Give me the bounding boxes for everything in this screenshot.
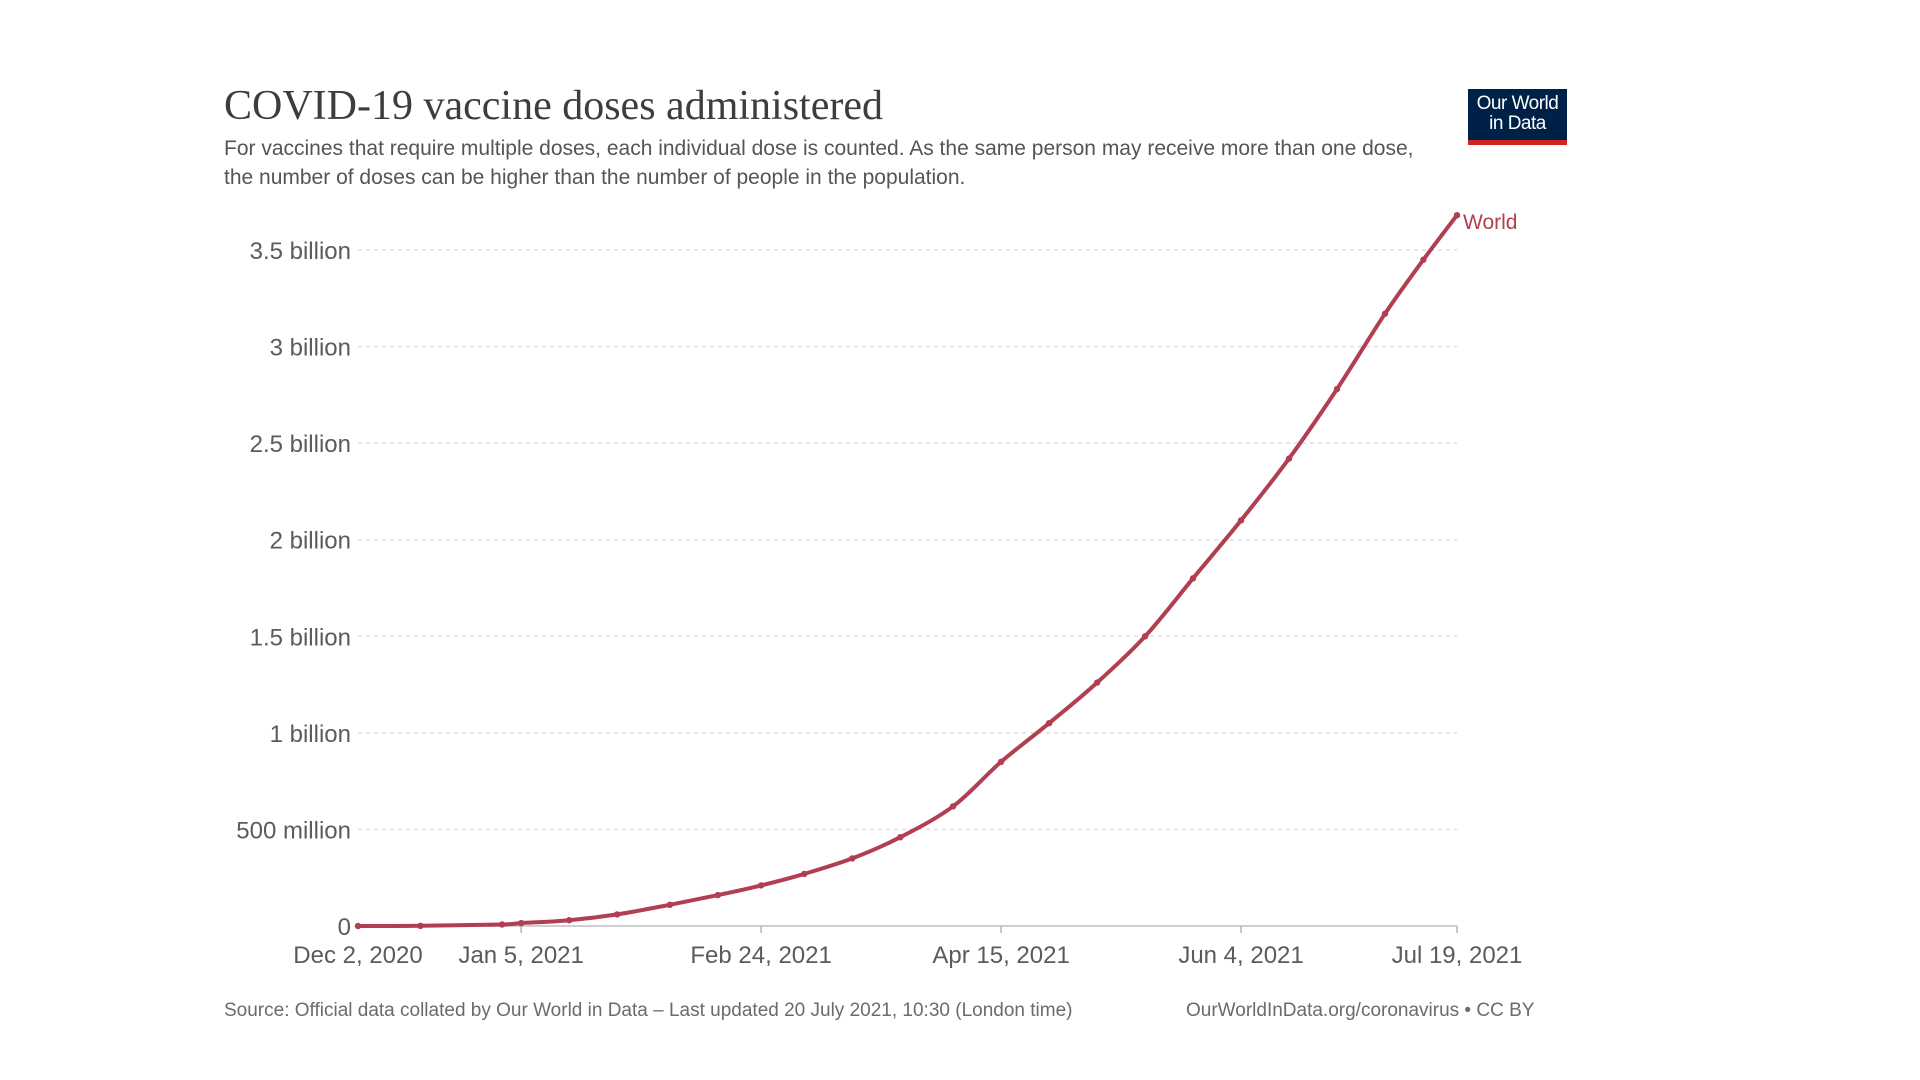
y-tick-label: 3 billion [270,335,351,362]
data-point [1189,575,1197,582]
y-tick-label: 3.5 billion [250,238,351,265]
data-point [1237,517,1245,524]
x-tick-label: Dec 2, 2020 [293,942,422,969]
x-tick-label: Jan 5, 2021 [458,942,583,969]
y-tick-label: 1.5 billion [250,624,351,651]
data-point [614,911,621,918]
data-point [714,891,722,899]
data-point [666,901,674,908]
data-point [801,870,808,878]
x-tick-label: Feb 24, 2021 [690,942,831,969]
y-tick-label: 2.5 billion [250,431,351,458]
data-point [1381,310,1389,317]
x-tick-label: Jun 4, 2021 [1178,942,1303,969]
data-point [897,834,904,841]
y-tick-label: 0 [338,914,351,941]
x-tick-label: Apr 15, 2021 [932,942,1069,969]
data-point [354,922,362,930]
data-point [1093,679,1101,686]
data-point [1333,385,1341,393]
data-point [757,882,765,889]
data-point [1285,455,1293,462]
chart-subtitle: For vaccines that require multiple doses… [224,137,1414,189]
y-tick-label: 500 million [236,817,351,844]
logo-line-1: Our World [1476,93,1559,114]
data-point [849,855,856,862]
data-point [949,803,957,810]
data-point [566,917,573,924]
data-point [518,919,525,927]
data-point [1045,720,1053,727]
data-point [1453,212,1461,219]
series-line-world [356,213,1459,929]
source-note: Source: Official data collated by Our Wo… [224,1000,1073,1021]
data-point [1420,256,1427,263]
logo-line-2: in Data [1489,113,1546,134]
data-point [997,758,1005,765]
owid-logo[interactable]: Our World in Data [1468,89,1567,145]
data-point [1141,633,1149,640]
y-tick-label: 1 billion [270,721,351,748]
series-label-world: World [1463,211,1517,234]
x-tick-label: Jul 19, 2021 [1392,942,1523,969]
y-tick-label: 2 billion [270,528,351,555]
data-point [498,921,506,928]
chart-title: COVID-19 vaccine doses administered [224,83,883,129]
license-link[interactable]: OurWorldInData.org/coronavirus • CC BY [1186,1000,1535,1021]
data-point [417,922,424,929]
